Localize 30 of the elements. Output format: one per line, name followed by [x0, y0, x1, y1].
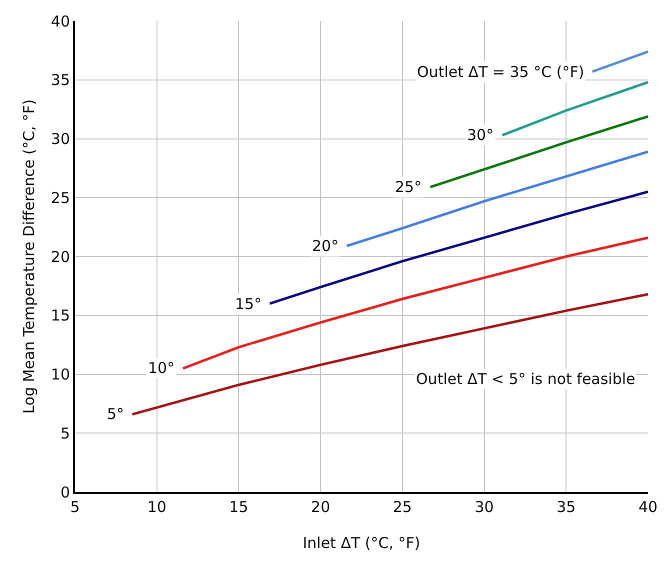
y-tick-label: 10: [50, 366, 70, 384]
series-label: 10°: [148, 359, 175, 377]
line-series: [131, 292, 648, 416]
line-series: [182, 236, 648, 370]
y-tick-label: 30: [50, 130, 70, 148]
series-label: 20°: [312, 237, 339, 255]
y-tick-label: 5: [60, 424, 70, 442]
series-label: 30°: [467, 126, 494, 144]
line-series: [346, 150, 648, 248]
series-label: Outlet ΔT = 35 °C (°F): [417, 63, 584, 81]
line-series: [429, 115, 648, 188]
y-tick-label: 25: [50, 188, 70, 207]
y-tick-label: 40: [50, 12, 70, 30]
x-tick-label: 35: [556, 498, 576, 516]
series-label: 5°: [107, 405, 124, 423]
x-tick-label: 10: [147, 498, 166, 516]
y-tick-label: 20: [50, 248, 70, 266]
y-axis-title: Log Mean Temperature Difference (°C, °F): [20, 99, 38, 414]
annotation: Outlet ΔT < 5° is not feasible: [416, 370, 636, 388]
y-tick-label: 35: [50, 71, 70, 90]
series-label: 15°: [235, 295, 262, 313]
x-tick-label: 25: [392, 498, 412, 516]
series-label: 25°: [395, 178, 422, 196]
x-tick-label: 30: [474, 498, 494, 516]
y-tick-label: 0: [60, 483, 70, 502]
x-tick-label: 15: [229, 498, 248, 516]
x-axis-title: Inlet ΔT (°C, °F): [302, 534, 420, 552]
x-tick-label: 20: [311, 498, 330, 516]
y-tick-label: 15: [50, 306, 70, 325]
x-tick-label: 40: [638, 498, 658, 516]
